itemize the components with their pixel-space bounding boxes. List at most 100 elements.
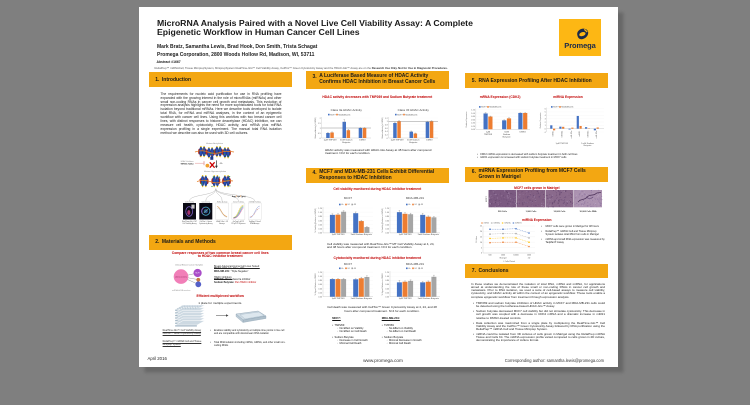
- svg-text:0.20: 0.20: [385, 292, 390, 294]
- svg-text:500 Cells: 500 Cells: [498, 210, 508, 212]
- svg-text:MDA-MB-231: MDA-MB-231: [406, 196, 425, 200]
- svg-text:MCF7: MCF7: [344, 262, 352, 266]
- svg-text:Class IIa HDAC Activity: Class IIa HDAC Activity: [331, 108, 363, 112]
- svg-text:10: 10: [480, 242, 482, 244]
- svg-text:1.20: 1.20: [385, 208, 390, 210]
- svg-text:0.60: 0.60: [318, 284, 323, 286]
- svg-text:AggCtgaC(gtc): AggCtgaC(gtc): [232, 195, 246, 198]
- svg-text:1: 1: [545, 125, 547, 127]
- svg-text:miRNA Profiling: miRNA Profiling: [249, 200, 261, 203]
- svg-text:% Viability (Relative to DMSO): % Viability (Relative to DMSO): [314, 208, 317, 233]
- svg-text:Assays: Assays: [219, 222, 225, 225]
- svg-text:0.40: 0.40: [385, 224, 390, 226]
- svg-text:1µM TMP269: 1µM TMP269: [332, 298, 346, 300]
- svg-text:MCF7: MCF7: [481, 107, 487, 109]
- svg-text:GoTaq® qPCR: GoTaq® qPCR: [233, 220, 245, 223]
- svg-text:1µM: 1µM: [486, 132, 490, 134]
- svg-text:0: 0: [387, 138, 389, 140]
- svg-text:24: 24: [414, 204, 417, 206]
- svg-text:4h: 4h: [341, 204, 343, 206]
- svg-text:0: 0: [320, 138, 322, 140]
- svg-text:miR21: miR21: [484, 223, 489, 225]
- svg-text:5mM: 5mM: [504, 132, 509, 134]
- svg-text:TMP269: TMP269: [484, 134, 493, 136]
- svg-text:CellTox™ Green: CellTox™ Green: [200, 220, 212, 223]
- svg-text:Matrigel: Matrigel: [500, 256, 507, 259]
- svg-text:5mM Sodium Butyrate: 5mM Sodium Butyrate: [418, 233, 440, 236]
- svg-text:1µM TMP269: 1µM TMP269: [324, 140, 338, 142]
- svg-text:1000: 1000: [501, 255, 505, 257]
- svg-text:RNA Assays: RNA Assays: [250, 222, 259, 225]
- svg-text:Relative Expression: Relative Expression: [465, 112, 468, 128]
- svg-text:Cytotoxicity: Cytotoxicity: [201, 200, 210, 203]
- svg-text:DMSO: DMSO: [426, 140, 433, 142]
- svg-text:MCF7: MCF7: [344, 196, 352, 200]
- svg-text:0.60: 0.60: [385, 284, 390, 286]
- svg-text:-1: -1: [544, 132, 547, 134]
- svg-text:1000: 1000: [527, 255, 531, 257]
- svg-text:Gene Profiling: Gene Profiling: [233, 200, 244, 203]
- svg-text:Relative Activity (x DMSO): Relative Activity (x DMSO): [314, 117, 317, 138]
- svg-text:500: 500: [488, 255, 491, 257]
- svg-text:0.60: 0.60: [471, 119, 476, 121]
- svg-text:0.20: 0.20: [385, 229, 390, 231]
- svg-text:1.20: 1.20: [318, 208, 323, 210]
- svg-text:MCF7: MCF7: [330, 114, 336, 116]
- svg-text:1.00: 1.00: [385, 212, 390, 214]
- svg-text:0.4: 0.4: [385, 131, 389, 133]
- svg-text:MCF7: MCF7: [486, 195, 488, 201]
- svg-text:DMSO: DMSO: [520, 132, 527, 134]
- svg-text:RealTime-Glo™ MT: RealTime-Glo™ MT: [182, 221, 197, 223]
- svg-text:DMSO: DMSO: [359, 140, 366, 142]
- svg-text:20: 20: [480, 231, 482, 233]
- svg-text:1µM TMP269: 1µM TMP269: [332, 234, 346, 236]
- svg-text:Butyrate: Butyrate: [409, 141, 418, 144]
- svg-text:1.20: 1.20: [385, 272, 390, 274]
- svg-text:Butyrate: Butyrate: [342, 141, 351, 144]
- svg-text:0.5: 0.5: [318, 133, 322, 135]
- svg-text:0.00: 0.00: [471, 129, 476, 131]
- svg-text:24: 24: [347, 268, 350, 270]
- svg-text:0.40: 0.40: [318, 288, 323, 290]
- svg-text:5mM Sodium Butyrate: 5mM Sodium Butyrate: [418, 297, 440, 300]
- svg-text:1: 1: [387, 121, 389, 123]
- svg-text:10,000 Cells: 10,000 Cells: [554, 210, 567, 212]
- svg-text:48: 48: [421, 268, 424, 270]
- svg-text:0.00: 0.00: [385, 233, 390, 235]
- svg-text:HDAC Inhibitors: HDAC Inhibitors: [181, 160, 194, 163]
- svg-text:48: 48: [354, 268, 357, 270]
- svg-text:0.20: 0.20: [318, 292, 323, 294]
- svg-text:miR-23a: miR-23a: [596, 130, 598, 138]
- svg-text:5: 5: [481, 247, 482, 249]
- svg-text:6: 6: [545, 108, 547, 110]
- svg-text:% Signal Relative to DMSO: % Signal Relative to DMSO: [381, 273, 384, 296]
- svg-text:Histone Hyperacetylation: Histone Hyperacetylation: [204, 170, 226, 173]
- svg-text:48h: 48h: [220, 163, 223, 165]
- svg-text:0.60: 0.60: [318, 220, 323, 222]
- svg-text:Sodium: Sodium: [503, 134, 510, 136]
- svg-text:2: 2: [320, 118, 322, 120]
- svg-text:2: 2: [545, 122, 547, 124]
- svg-text:0: 0: [481, 253, 482, 255]
- svg-text:4: 4: [545, 115, 547, 117]
- svg-text:4h: 4h: [408, 204, 410, 206]
- svg-text:5: 5: [545, 112, 547, 114]
- svg-text:miR191: miR191: [515, 223, 522, 225]
- svg-text:% Viability (Relative to DMSO): % Viability (Relative to DMSO): [381, 208, 384, 233]
- svg-text:1.20: 1.20: [471, 110, 476, 112]
- svg-text:1.00: 1.00: [471, 113, 476, 115]
- svg-text:1,000 Cells: 1,000 Cells: [526, 210, 538, 212]
- svg-text:48: 48: [354, 204, 357, 206]
- svg-text:5mM Sodium: 5mM Sodium: [340, 140, 353, 142]
- svg-text:MCF7: MCF7: [397, 114, 403, 116]
- svg-text:TMP269, NaBut: TMP269, NaBut: [181, 163, 194, 166]
- svg-text:miR21: miR21: [579, 130, 581, 137]
- svg-text:0.80: 0.80: [471, 116, 476, 118]
- svg-text:Relative Activity (x DMSO): Relative Activity (x DMSO): [381, 117, 384, 138]
- svg-text:Butyrate: Butyrate: [584, 144, 593, 147]
- svg-text:adenocarcinoma: adenocarcinoma: [175, 276, 187, 278]
- svg-text:MDA-MB-231: MDA-MB-231: [405, 113, 418, 116]
- svg-text:1: 1: [320, 128, 322, 130]
- svg-text:1µM TMP269: 1µM TMP269: [556, 143, 569, 145]
- svg-text:Relative Expression: Relative Expression: [539, 112, 542, 128]
